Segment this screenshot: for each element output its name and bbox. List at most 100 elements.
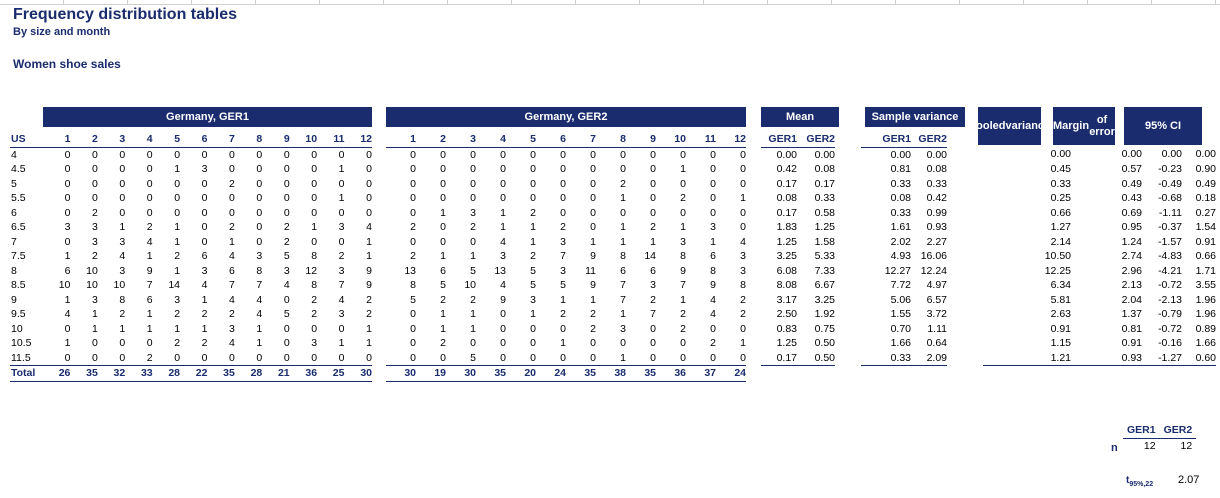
stat-cell: 0.70 bbox=[890, 322, 911, 335]
ger1-cell: 2 bbox=[201, 337, 208, 349]
table-row: 10 0 1 1 1 1 1 3 1 0 0 0 1 bbox=[10, 322, 372, 337]
ger1-cell: 2 bbox=[91, 206, 98, 219]
ger2-cell: 2 bbox=[590, 308, 596, 320]
stat-cell: 1.66 bbox=[1195, 337, 1216, 349]
stat-cell: 0.45 bbox=[1050, 163, 1071, 175]
t-subscript: 95%,22 bbox=[1129, 481, 1154, 488]
stat-cell: 2.14 bbox=[1050, 235, 1071, 248]
ger2-cell: 2 bbox=[470, 293, 476, 306]
ger1-cell: 3 bbox=[311, 337, 318, 349]
ger1-cell: 1 bbox=[174, 264, 181, 277]
ger2-cell: 1 bbox=[710, 235, 716, 248]
ger1-cell: 10 bbox=[86, 264, 98, 277]
ger2-month-header: 11 bbox=[686, 132, 716, 148]
stat-cell: 3.17 bbox=[776, 293, 797, 306]
spacer bbox=[835, 307, 861, 322]
ger2-cell: 0 bbox=[590, 351, 596, 364]
stat-cell: 2.96 bbox=[1121, 264, 1142, 277]
stat-cell: 2.63 bbox=[1050, 308, 1071, 320]
ger2-cell: 5 bbox=[470, 351, 476, 364]
ger2-cell: 0 bbox=[500, 177, 506, 190]
ger1-cell: 2 bbox=[91, 250, 98, 262]
ger1-cell: 0 bbox=[64, 163, 71, 175]
table-row: 7.5 1 2 4 1 2 6 4 3 5 8 2 1 bbox=[10, 249, 372, 264]
ger2-month-header: 6 bbox=[536, 132, 566, 148]
stat-cell: -0.72 bbox=[1158, 279, 1182, 291]
ger1-cell: 0 bbox=[201, 177, 208, 190]
ger2-cell: 0 bbox=[560, 163, 566, 175]
ger2-cell: 0 bbox=[650, 177, 656, 190]
stat-cell: 0.57 bbox=[1121, 163, 1142, 175]
stats-table: GER1 GER2 GER1 GER2 0.00 0.00 0.00 0.00 0.00 0.0… bbox=[761, 132, 1216, 366]
ger2-cell: 6 bbox=[650, 264, 656, 277]
stat-cell: 6.57 bbox=[926, 293, 947, 306]
table-row: 0 2 0 0 0 1 0 0 0 0 2 1 bbox=[386, 336, 746, 351]
stat-cell: 2.27 bbox=[926, 235, 947, 248]
ger2-cell: 7 bbox=[620, 293, 626, 306]
ger1-cell: 0 bbox=[119, 177, 126, 190]
size-label: 7 bbox=[11, 235, 17, 248]
stat-cell: 0.90 bbox=[1195, 163, 1216, 175]
ger1-cell: 1 bbox=[64, 250, 71, 262]
stats-row: 1.83 1.25 1.61 0.93 1.27 0.95 -0.37 1.54 bbox=[761, 220, 1216, 235]
ger2-cell: 0 bbox=[410, 308, 416, 320]
stat-cell: 0.00 bbox=[926, 148, 947, 161]
ger2-cell: 0 bbox=[440, 148, 446, 161]
ger2-cell: 2 bbox=[530, 206, 536, 219]
ger2-cell: 13 bbox=[404, 264, 416, 277]
ger1-total: 33 bbox=[125, 365, 153, 382]
stat-cell: -4.21 bbox=[1158, 264, 1182, 277]
ger1-cell: 0 bbox=[201, 351, 208, 364]
ger1-cell: 0 bbox=[283, 293, 290, 306]
ger2-cell: 1 bbox=[620, 221, 626, 233]
ger2-cell: 3 bbox=[620, 322, 626, 335]
ger2-cell: 5 bbox=[530, 264, 536, 277]
ger2-cell: 0 bbox=[590, 192, 596, 204]
stat-cell: 0.95 bbox=[1121, 221, 1142, 233]
ger2-cell: 0 bbox=[710, 148, 716, 161]
ger2-cell: 0 bbox=[680, 351, 686, 364]
ger1-total: 30 bbox=[344, 365, 372, 382]
ger2-cell: 2 bbox=[650, 221, 656, 233]
ger1-cell: 1 bbox=[64, 293, 71, 306]
ger2-cell: 1 bbox=[440, 206, 446, 219]
stat-cell: 0.00 bbox=[814, 148, 835, 161]
stat-cell: 0.93 bbox=[926, 221, 947, 233]
pooled-line1: Pooled bbox=[968, 120, 1006, 132]
table-row: 0 0 0 0 0 0 0 0 0 0 0 0 bbox=[386, 147, 746, 162]
ger2-cell: 0 bbox=[560, 322, 566, 335]
stat-cell: 1.11 bbox=[927, 322, 947, 335]
stat-cell: 1.24 bbox=[1121, 235, 1142, 248]
ger2-cell: 0 bbox=[680, 177, 686, 190]
size-label: 11.5 bbox=[11, 351, 31, 364]
stats-row: 6.08 7.33 12.27 12.24 12.25 2.96 -4.21 1.71 bbox=[761, 264, 1216, 279]
ger1-cell: 2 bbox=[146, 221, 153, 233]
spacer bbox=[835, 162, 861, 177]
stat-cell: 12.25 bbox=[1044, 264, 1071, 277]
ger2-cell: 0 bbox=[680, 206, 686, 219]
ger1-month-header: 3 bbox=[97, 132, 126, 148]
ger1-cell: 9 bbox=[146, 264, 153, 277]
ger2-cell: 3 bbox=[680, 235, 686, 248]
ger1-total: 25 bbox=[317, 365, 345, 382]
ger2-cell: 0 bbox=[560, 148, 566, 161]
stats-row: 3.17 3.25 5.06 6.57 5.81 2.04 -2.13 1.96 bbox=[761, 293, 1216, 308]
stats-row: 1.25 1.58 2.02 2.27 2.14 1.24 -1.57 0.91 bbox=[761, 235, 1216, 250]
ger2-cell: 0 bbox=[650, 351, 656, 364]
n-ger1: 12 bbox=[1143, 439, 1156, 452]
stat-cell: 0.08 bbox=[814, 163, 835, 175]
stat-cell: 0.25 bbox=[1050, 192, 1071, 204]
size-label: 9 bbox=[11, 293, 17, 306]
ger1-cell: 0 bbox=[283, 177, 290, 190]
ger2-cell: 0 bbox=[560, 177, 566, 190]
ger2-cell: 2 bbox=[470, 221, 476, 233]
ger1-cell: 0 bbox=[229, 192, 235, 204]
stats-row: 0.17 0.50 0.33 2.09 1.21 0.93 -1.27 0.60 bbox=[761, 350, 1216, 366]
ger2-cell: 1 bbox=[620, 235, 626, 248]
ger2-cell: 0 bbox=[740, 148, 746, 161]
stat-header bbox=[983, 132, 1071, 147]
spacer bbox=[835, 293, 861, 308]
ger2-cell: 1 bbox=[500, 221, 506, 233]
ger2-cell: 0 bbox=[710, 206, 716, 219]
